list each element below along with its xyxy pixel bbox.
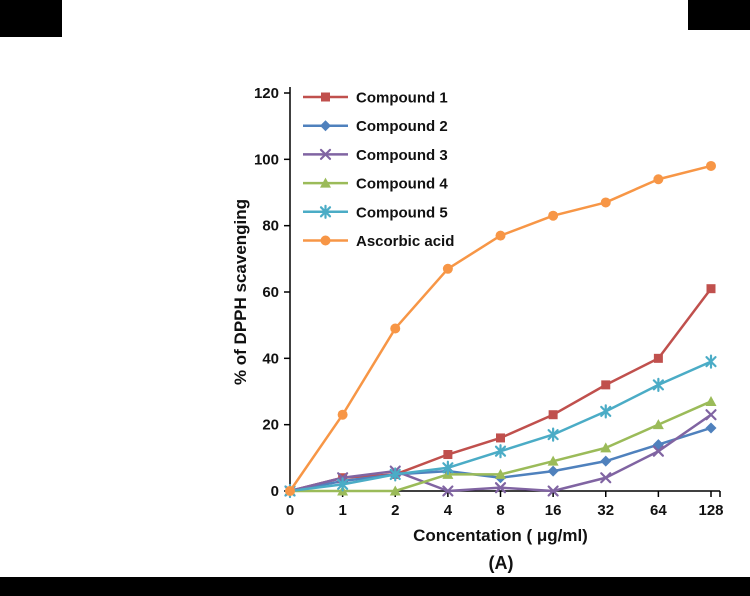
legend-item: Compound 1	[303, 90, 448, 107]
y-axis-title: % of DPPH scavenging	[231, 199, 250, 385]
star-marker	[337, 477, 349, 492]
legend-item: Compound 4	[303, 176, 448, 193]
circle-marker	[337, 409, 348, 420]
diamond-marker	[320, 120, 331, 132]
x-tick-label: 64	[650, 502, 667, 519]
x-tick-label: 1	[338, 502, 346, 519]
x-marker	[494, 482, 507, 494]
star-marker	[442, 460, 454, 475]
legend-label: Compound 3	[356, 147, 448, 164]
axes: 0 20 40 60 80 100 120 0 1 2 4 8 16 32 64 128	[254, 85, 724, 519]
background-block-top-left	[0, 0, 62, 37]
x-marker	[600, 472, 612, 484]
y-tick-label: 40	[262, 350, 279, 367]
star-marker	[705, 354, 717, 369]
y-tick-label: 100	[254, 151, 279, 168]
diamond-marker	[547, 465, 559, 477]
y-tick-label: 20	[262, 417, 279, 434]
square-marker	[496, 433, 505, 443]
x-marker	[547, 485, 559, 497]
x-tick-label: 32	[597, 502, 614, 519]
background-block-top-right	[688, 0, 750, 30]
legend-item: Compound 2	[303, 118, 448, 135]
circle-marker	[285, 486, 295, 496]
x-marker	[705, 409, 717, 421]
y-tick-label: 0	[271, 483, 279, 500]
circle-marker	[390, 323, 401, 334]
triangle-marker	[495, 468, 506, 479]
x-tick-label: 8	[496, 502, 504, 519]
star-marker	[600, 404, 612, 419]
star-marker	[652, 377, 664, 392]
legend-label: Ascorbic acid	[356, 233, 454, 250]
x-tick-label: 4	[444, 502, 453, 519]
circle-marker	[320, 235, 331, 246]
square-marker	[706, 284, 716, 294]
series-compound-4	[284, 395, 717, 496]
diamond-marker	[705, 422, 717, 434]
star-marker	[389, 467, 401, 482]
x-marker	[442, 485, 454, 497]
x-marker	[652, 445, 664, 457]
diamond-marker	[600, 455, 612, 467]
y-tick-label: 60	[262, 284, 279, 301]
legend-item: Compound 3	[303, 147, 448, 164]
y-tick-label: 80	[262, 218, 279, 235]
legend-label: Compound 4	[356, 176, 448, 193]
series-ascorbic-acid	[285, 160, 716, 496]
x-tick-label: 0	[286, 502, 294, 519]
triangle-marker	[705, 395, 717, 406]
star-marker	[494, 444, 507, 459]
x-tick-label: 2	[391, 502, 399, 519]
square-marker	[653, 353, 663, 363]
square-marker	[548, 410, 558, 420]
circle-marker	[495, 230, 506, 241]
triangle-marker	[320, 177, 331, 188]
circle-marker	[653, 174, 664, 185]
star-marker	[547, 427, 559, 442]
series-compound-5	[284, 354, 717, 499]
figure-caption: (A)	[488, 553, 514, 573]
background-block-bottom	[0, 577, 750, 596]
triangle-marker	[600, 442, 612, 453]
triangle-marker	[652, 419, 664, 430]
circle-marker	[600, 197, 611, 208]
y-tick-label: 120	[254, 85, 279, 102]
x-tick-label: 16	[545, 502, 562, 519]
triangle-marker	[547, 455, 559, 466]
square-marker	[443, 450, 453, 460]
x-tick-label: 128	[698, 502, 723, 519]
circle-marker	[442, 263, 453, 274]
legend-label: Compound 2	[356, 118, 448, 135]
x-axis-title: Concentation ( μg/ml)	[413, 526, 588, 545]
triangle-marker	[389, 485, 401, 496]
legend: Compound 1 Compound 2 Compound 3 Compound 4…	[303, 90, 454, 250]
circle-marker	[706, 160, 716, 171]
star-marker	[319, 204, 332, 219]
legend-label: Compound 5	[356, 204, 448, 221]
legend-item: Ascorbic acid	[303, 233, 454, 250]
legend-item: Compound 5	[303, 204, 448, 221]
square-marker	[601, 380, 611, 390]
x-marker	[319, 148, 332, 160]
circle-marker	[548, 210, 559, 221]
square-marker	[321, 92, 330, 102]
legend-label: Compound 1	[356, 90, 448, 107]
